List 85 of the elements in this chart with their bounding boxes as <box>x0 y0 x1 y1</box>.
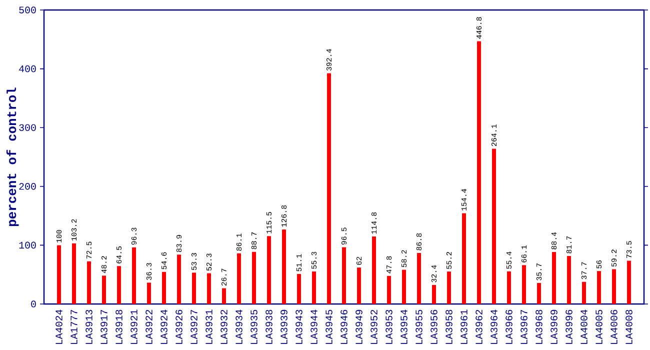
bar <box>297 274 302 304</box>
x-tick-label: LA3961 <box>460 310 468 344</box>
bar <box>327 73 332 304</box>
x-tick-label: LA3921 <box>130 310 138 344</box>
x-tick-label: LA3922 <box>146 310 152 344</box>
bar <box>312 271 316 304</box>
bar <box>372 236 376 304</box>
x-tick-label: LA3967 <box>520 310 528 344</box>
x-tick-label: LA3968 <box>536 310 542 344</box>
x-tick-label: LA3955 <box>416 310 422 344</box>
bar <box>207 273 212 304</box>
y-axis-title: percent of control <box>6 88 19 226</box>
x-tick-label: LA3954 <box>400 310 408 344</box>
bar <box>282 229 286 304</box>
y-tick-label: 500 <box>19 6 36 14</box>
bar <box>192 272 196 304</box>
x-tick-label: LA3962 <box>476 310 482 344</box>
x-tick-label: LA3938 <box>266 310 272 344</box>
bar <box>102 276 106 304</box>
y-tick-label: 200 <box>19 183 36 190</box>
x-tick-label: LA4024 <box>56 310 62 344</box>
x-tick-label: LA3946 <box>340 310 348 344</box>
x-tick-label: LA4008 <box>626 310 632 344</box>
y-tick-label: 400 <box>19 65 36 72</box>
bar <box>132 247 136 304</box>
bar <box>57 245 62 304</box>
bar <box>417 252 422 304</box>
x-tick-label: LA3931 <box>206 310 212 344</box>
x-tick-label: LA3913 <box>86 310 92 344</box>
x-tick-label: LA4005 <box>596 310 602 344</box>
bar <box>447 272 452 304</box>
bar <box>477 41 482 304</box>
x-tick-label: LA3945 <box>326 310 332 344</box>
x-tick-label: LA3953 <box>386 310 392 344</box>
x-tick-label: LA3939 <box>280 310 288 344</box>
x-tick-label: LA3935 <box>250 310 258 344</box>
y-tick-label: 300 <box>19 124 36 131</box>
x-tick-label: LA3956 <box>430 310 438 344</box>
bar <box>492 148 496 304</box>
x-tick-label: LA4004 <box>580 310 588 344</box>
x-tick-label: LA3924 <box>160 310 168 344</box>
x-tick-label: LA3943 <box>296 310 302 344</box>
x-tick-label: LA3949 <box>356 310 362 344</box>
bar <box>342 247 346 304</box>
x-tick-label: LA3932 <box>220 310 228 344</box>
bar <box>387 276 392 304</box>
bar <box>537 283 542 304</box>
x-tick-label: LA3964 <box>490 310 498 344</box>
bar <box>117 266 122 304</box>
bar <box>552 252 556 304</box>
bar <box>237 253 242 304</box>
x-tick-label: LA3944 <box>310 310 318 344</box>
x-tick-label: LA3958 <box>446 310 452 344</box>
bar <box>567 256 572 304</box>
y-tick-label: 100 <box>19 242 36 249</box>
x-tick-label: LA3969 <box>550 310 558 344</box>
bar <box>177 254 182 304</box>
bar <box>357 268 362 304</box>
bar <box>267 236 272 304</box>
x-tick-label: LA3927 <box>190 310 198 344</box>
bar <box>597 271 602 304</box>
x-tick-label: LA3926 <box>176 310 182 344</box>
bar <box>627 260 632 304</box>
bar <box>582 282 586 304</box>
bar <box>222 288 226 304</box>
x-tick-label: LA3996 <box>566 310 572 344</box>
x-tick-label: LA3966 <box>506 310 512 344</box>
x-tick-label: LA3917 <box>100 310 108 344</box>
bar <box>522 265 526 304</box>
bar <box>162 272 166 304</box>
bar <box>252 252 256 304</box>
bar <box>87 261 92 304</box>
bar <box>507 271 512 304</box>
bar <box>402 270 406 304</box>
bar <box>72 243 76 304</box>
bar <box>432 284 436 304</box>
x-tick-label: LA1777 <box>70 310 78 344</box>
x-tick-label: LA4006 <box>610 310 618 344</box>
y-tick-label: 0 <box>31 300 36 308</box>
x-tick-label: LA3952 <box>370 310 378 344</box>
bar <box>612 269 616 304</box>
bar <box>462 213 466 304</box>
bar <box>147 282 152 304</box>
x-tick-label: LA3934 <box>236 310 242 344</box>
x-tick-label: LA3918 <box>116 310 122 344</box>
